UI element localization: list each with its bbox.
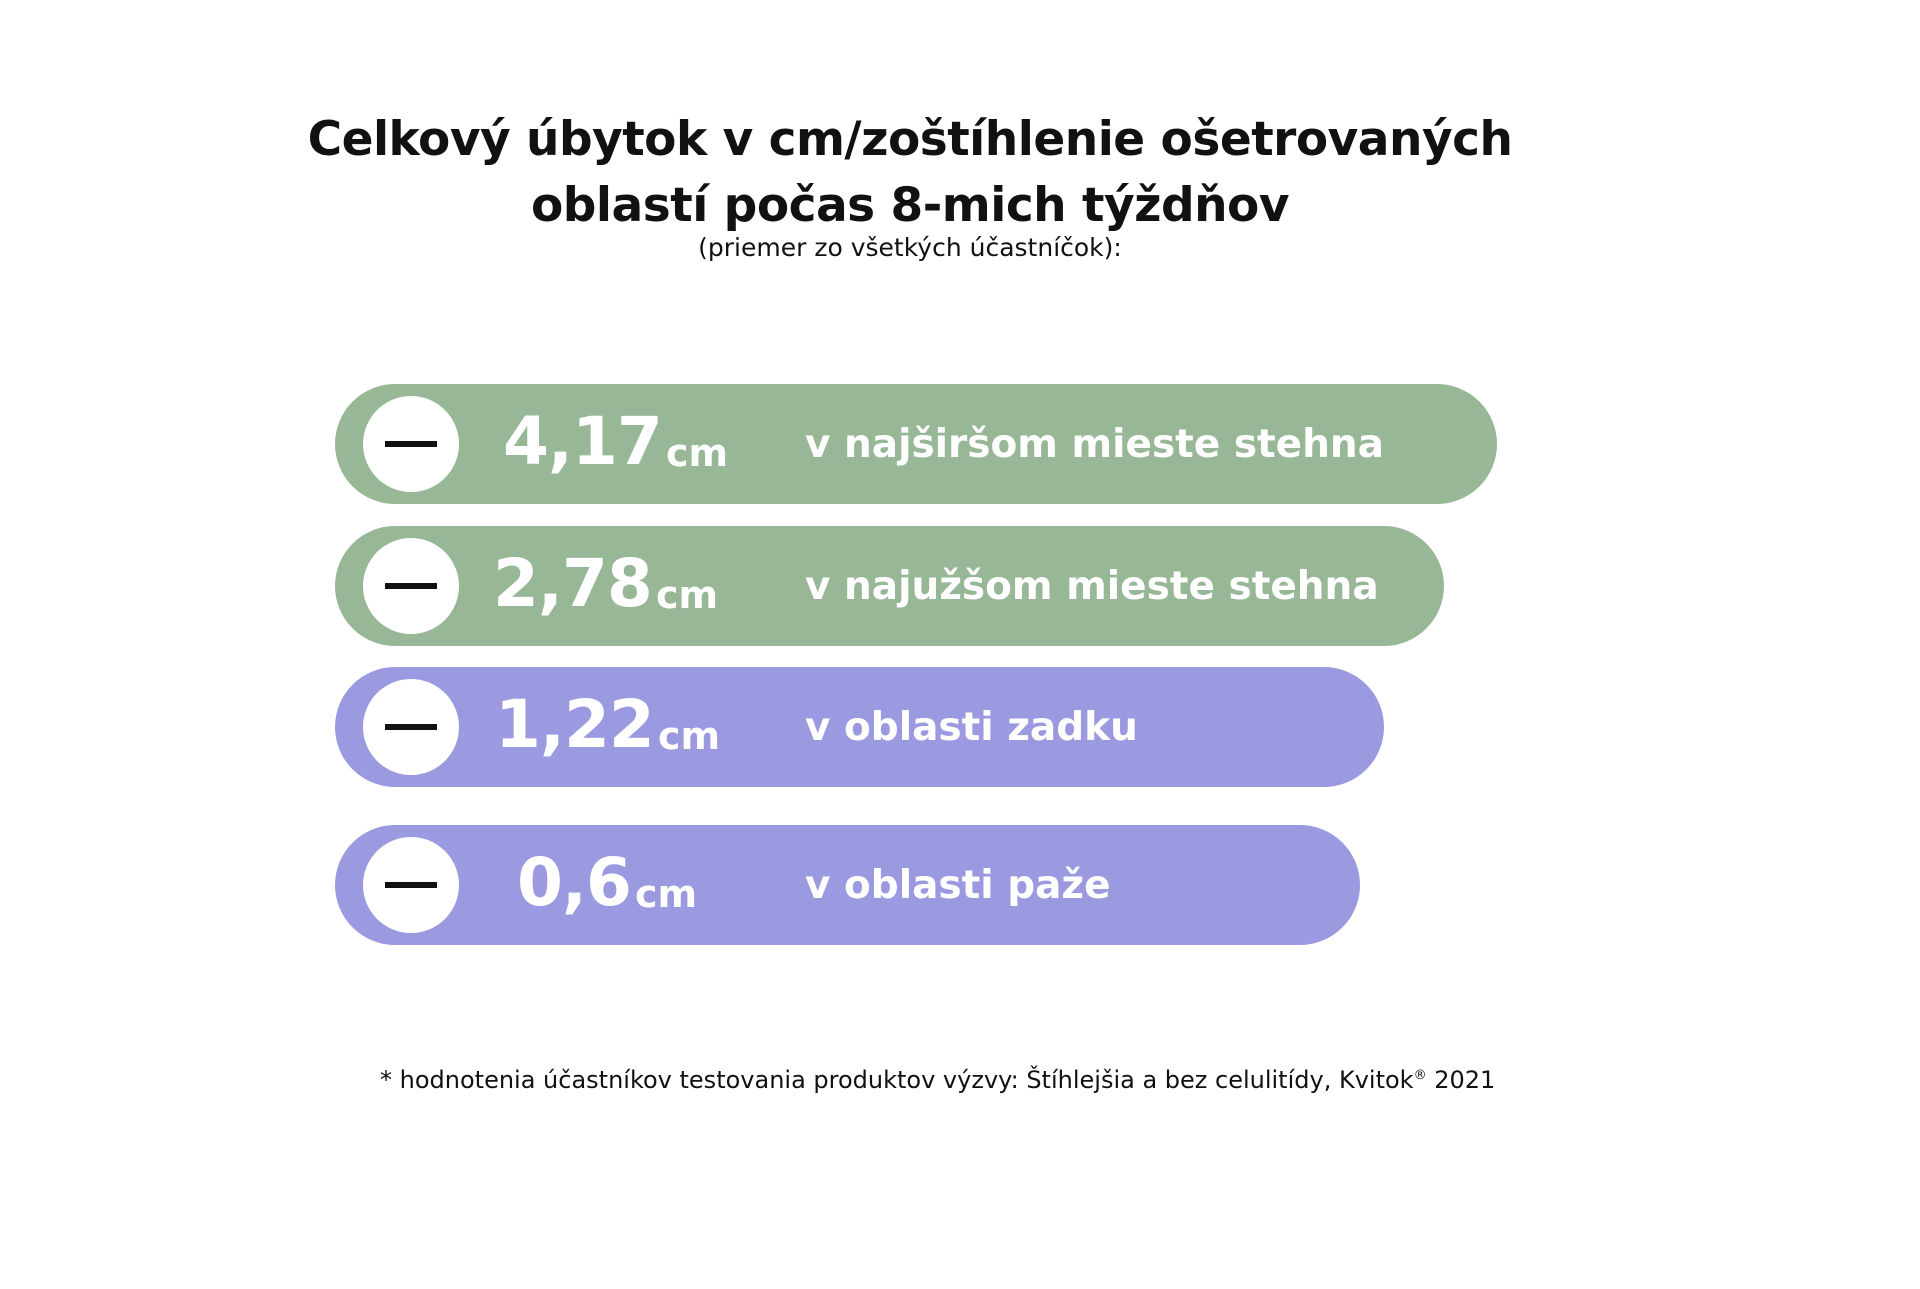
- bar-4: 0,6 cm v oblasti paže: [335, 825, 1360, 945]
- footnote-year: 2021: [1426, 1066, 1496, 1094]
- bar-label: v oblasti zadku: [805, 705, 1138, 750]
- bar-unit: cm: [666, 431, 729, 475]
- chart-subtitle: (priemer zo všetkých účastníčok):: [698, 233, 1122, 262]
- minus-icon: [363, 538, 459, 634]
- minus-icon: [363, 396, 459, 492]
- bar-2: 2,78 cm v najužšom mieste stehna: [335, 526, 1444, 646]
- bar-3: 1,22 cm v oblasti zadku: [335, 667, 1384, 787]
- minus-icon: [363, 679, 459, 775]
- minus-icon: [363, 837, 459, 933]
- bar-unit: cm: [656, 573, 719, 617]
- bar-value: 1,22: [495, 686, 655, 763]
- bar-value: 4,17: [503, 403, 663, 480]
- footnote: * hodnotenia účastníkov testovania produ…: [380, 1060, 1495, 1096]
- bar-unit: cm: [635, 872, 698, 916]
- chart-title-line-1: Celkový úbytok v cm/zoštíhlenie ošetrova…: [307, 112, 1513, 167]
- bar-value: 2,78: [493, 545, 653, 622]
- minus-dash: [385, 882, 437, 888]
- minus-dash: [385, 441, 437, 447]
- minus-dash: [385, 724, 437, 730]
- bar-label: v najužšom mieste stehna: [805, 564, 1379, 609]
- registered-mark: ®: [1413, 1068, 1427, 1083]
- bar-value: 0,6: [517, 844, 632, 921]
- bar-1: 4,17 cm v najširšom mieste stehna: [335, 384, 1497, 504]
- bar-label: v najširšom mieste stehna: [805, 422, 1384, 467]
- minus-dash: [385, 583, 437, 589]
- bar-label: v oblasti paže: [805, 863, 1111, 908]
- bar-unit: cm: [658, 714, 721, 758]
- footnote-text: * hodnotenia účastníkov testovania produ…: [380, 1066, 1414, 1094]
- chart-title-line-2: oblastí počas 8-mich týždňov: [531, 178, 1290, 233]
